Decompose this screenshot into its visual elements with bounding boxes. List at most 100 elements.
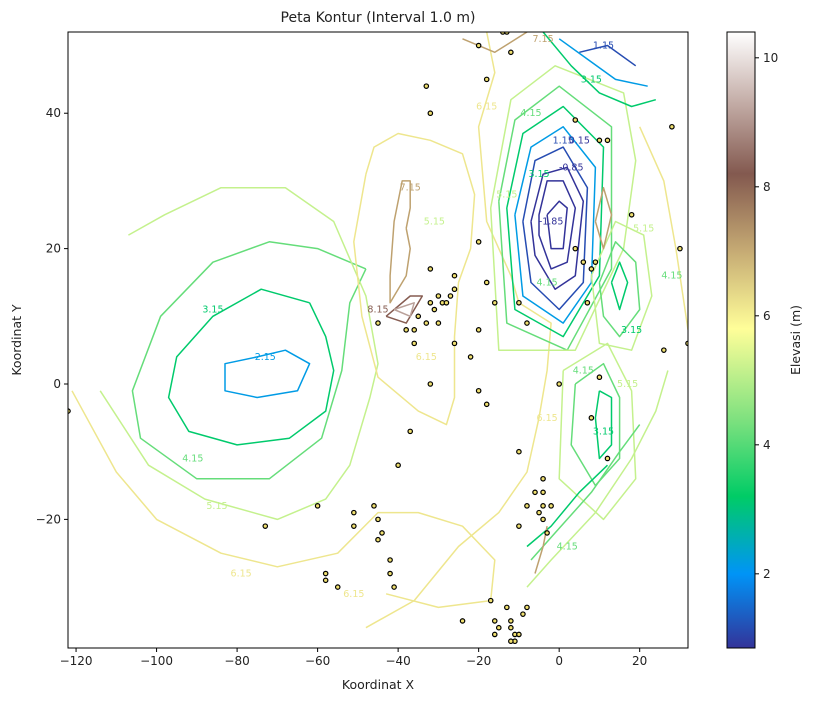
sample-point xyxy=(661,347,667,353)
contour-line xyxy=(579,44,637,67)
contour-label: 5.15 xyxy=(424,217,445,228)
sample-point xyxy=(475,42,482,49)
sample-points xyxy=(68,23,688,645)
sample-point xyxy=(322,570,329,577)
contour-label: 3.15 xyxy=(581,74,602,85)
contour-label: 5.15 xyxy=(496,189,517,200)
sample-point xyxy=(371,503,377,509)
contour-label: -0.85 xyxy=(559,162,584,173)
contour-line xyxy=(558,342,637,521)
sample-point xyxy=(483,76,490,83)
contour-line xyxy=(224,349,311,399)
contour-line xyxy=(570,362,621,487)
y-tick-label: 0 xyxy=(53,377,61,391)
contour-label: 3.15 xyxy=(528,169,549,180)
sample-point xyxy=(540,503,546,509)
contour-label: 3.15 xyxy=(593,426,614,437)
sample-point xyxy=(540,475,546,482)
contour-label: 3.15 xyxy=(621,325,642,336)
sample-point xyxy=(475,327,482,333)
contour-label: 7.15 xyxy=(532,34,553,45)
sample-point xyxy=(520,611,526,617)
sample-point xyxy=(483,401,490,408)
sample-point xyxy=(334,584,341,590)
contour-line xyxy=(546,200,568,250)
sample-point xyxy=(435,293,442,299)
sample-point xyxy=(572,245,579,252)
sample-point xyxy=(504,32,510,35)
x-tick-label: −100 xyxy=(140,654,173,668)
sample-point xyxy=(495,624,502,631)
y-axis-label: Koordinat Y xyxy=(9,304,24,376)
sample-point xyxy=(403,327,409,333)
sample-point xyxy=(516,523,522,529)
sample-point xyxy=(447,293,454,299)
sample-point xyxy=(491,618,498,624)
sample-point xyxy=(536,509,542,516)
sample-point xyxy=(375,516,381,523)
contour-line xyxy=(99,186,379,521)
contour-line xyxy=(506,105,605,338)
contour-label: 1.15 xyxy=(553,135,574,146)
sample-point xyxy=(516,299,522,306)
sample-point xyxy=(483,279,490,286)
sample-point xyxy=(423,320,430,326)
sample-point xyxy=(588,266,595,272)
sample-point xyxy=(584,299,591,306)
sample-point xyxy=(427,266,434,272)
sample-point xyxy=(262,523,269,529)
sample-point xyxy=(524,320,530,326)
contour-label: 4.15 xyxy=(573,365,594,376)
sample-point xyxy=(411,340,418,347)
sample-point xyxy=(509,23,513,27)
x-axis-ticks: −120 −100 −80 −60 −40 −20 0 20 xyxy=(60,648,647,668)
sample-point xyxy=(431,306,438,313)
sample-point xyxy=(592,259,599,265)
sample-point xyxy=(604,455,611,462)
sample-point xyxy=(427,299,434,306)
sample-point xyxy=(467,354,474,360)
contour-line xyxy=(558,38,648,87)
sample-point xyxy=(524,604,530,611)
contour-line xyxy=(385,295,424,324)
sample-point xyxy=(427,381,434,387)
sample-point xyxy=(516,631,522,638)
sample-point xyxy=(596,374,603,381)
contour-line xyxy=(522,146,589,311)
sample-point xyxy=(540,489,546,496)
colorbar-tick-label: 10 xyxy=(763,51,778,65)
sample-point xyxy=(504,604,510,611)
sample-point xyxy=(459,618,466,624)
sample-point xyxy=(322,577,329,584)
contour-line xyxy=(393,302,415,318)
x-tick-label: −20 xyxy=(466,654,491,668)
sample-point xyxy=(628,211,635,218)
colorbar-label: Elevasi (m) xyxy=(788,305,803,375)
contour-label: 5.15 xyxy=(617,379,638,390)
contour-label: 4.15 xyxy=(537,277,558,288)
sample-point xyxy=(375,320,381,326)
sample-point xyxy=(669,123,675,130)
y-axis-ticks: −20 0 20 40 xyxy=(36,106,68,526)
sample-point xyxy=(435,320,442,326)
contour-line xyxy=(610,261,629,311)
contour-line xyxy=(353,132,476,426)
sample-point xyxy=(548,503,554,509)
contour-line xyxy=(526,370,669,588)
sample-point xyxy=(524,503,530,509)
contour-label: 8.15 xyxy=(367,305,388,316)
sample-point xyxy=(508,49,514,56)
x-tick-label: 0 xyxy=(555,654,563,668)
contour-line xyxy=(365,32,552,629)
contour-label: 3.15 xyxy=(202,305,223,316)
sample-point xyxy=(604,137,611,144)
sample-point xyxy=(540,516,546,523)
sample-point xyxy=(500,32,506,35)
colorbar: 2 4 6 8 10 Elevasi (m) xyxy=(726,31,803,649)
contour-label: 1.15 xyxy=(593,41,614,52)
contour-label: 4.15 xyxy=(182,453,203,464)
contour-line xyxy=(590,220,653,351)
sample-point xyxy=(391,584,397,590)
x-tick-label: −80 xyxy=(224,654,249,668)
